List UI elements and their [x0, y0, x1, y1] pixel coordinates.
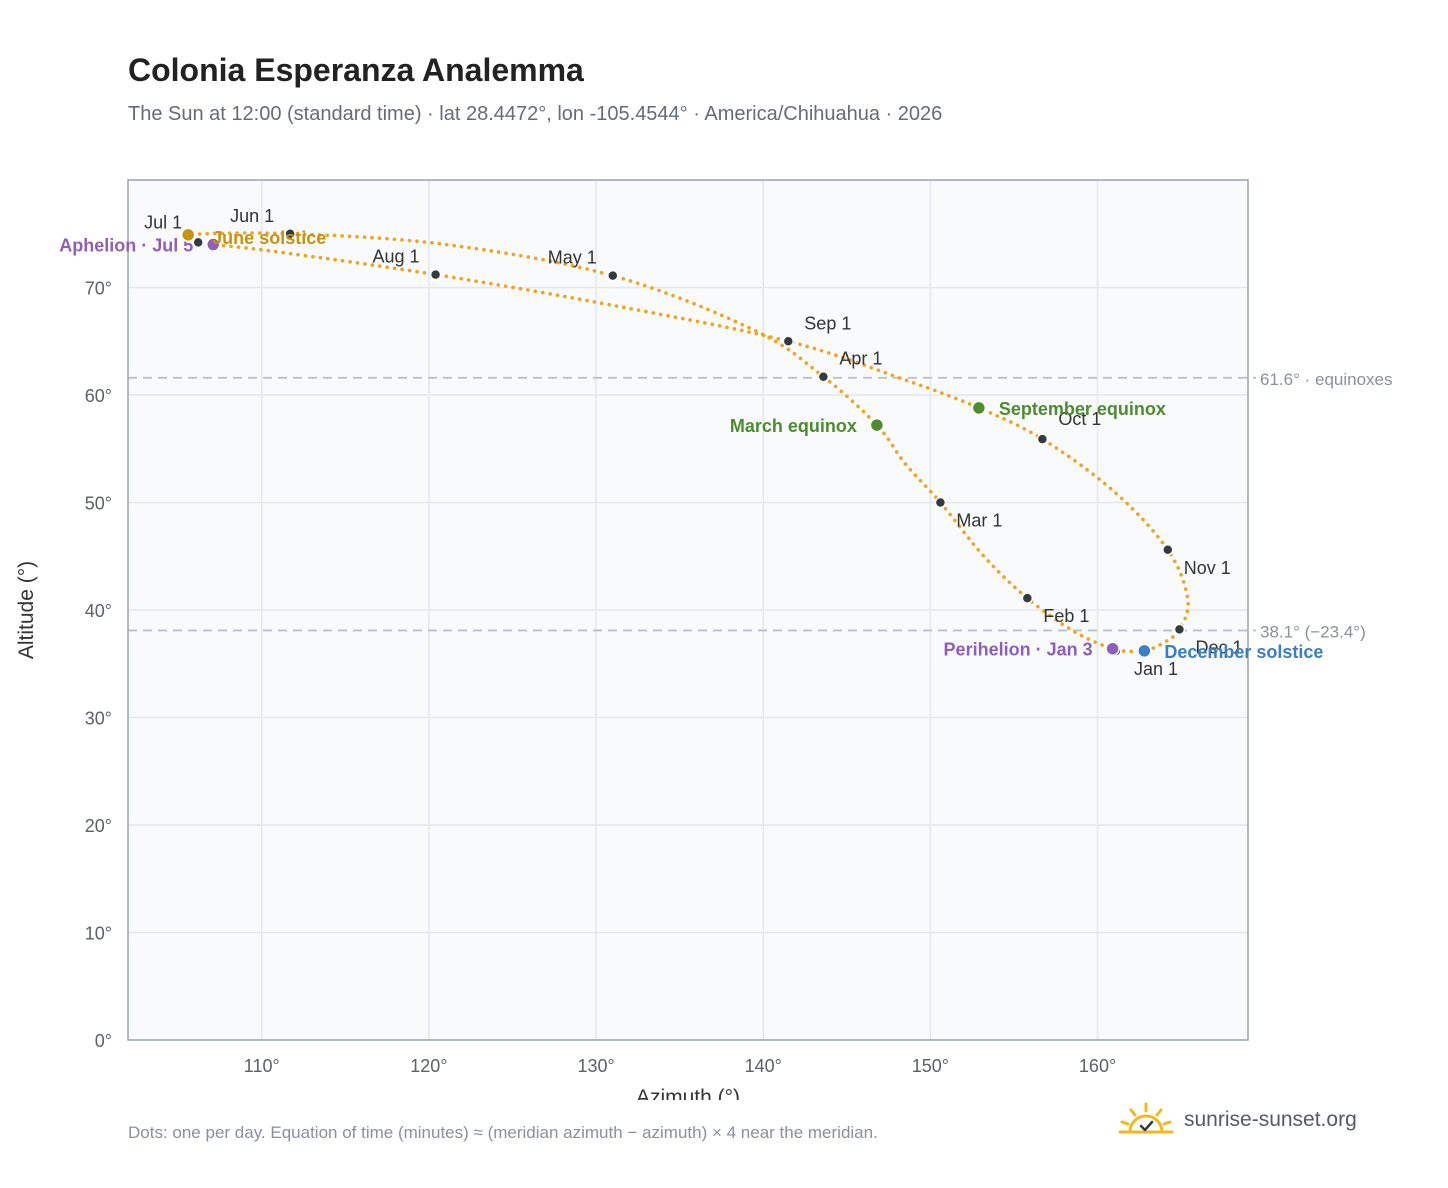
event-label: Perihelion · Jan 3: [944, 640, 1093, 660]
month-marker: [284, 228, 296, 240]
brand[interactable]: sunrise-sunset.org: [1118, 1102, 1357, 1138]
month-marker: [1173, 623, 1186, 636]
month-label: Jul 1: [144, 212, 182, 232]
y-tick-label: 40°: [85, 601, 112, 621]
sun-icon: [1118, 1102, 1174, 1134]
month-label: Jun 1: [230, 206, 274, 226]
month-label: May 1: [548, 248, 597, 268]
y-tick-label: 0°: [95, 1031, 112, 1051]
y-tick-label: 10°: [85, 924, 112, 944]
event-marker: [206, 237, 221, 252]
event-marker: [971, 400, 987, 416]
month-label: Mar 1: [956, 511, 1002, 531]
reference-line-label: 38.1° (−23.4°): [1260, 622, 1366, 641]
x-tick-label: 160°: [1079, 1056, 1116, 1076]
brand-name: sunrise-sunset.org: [1184, 1108, 1357, 1131]
event-marker: [1137, 643, 1152, 659]
event-marker: [1105, 641, 1120, 656]
event-label: March equinox: [730, 416, 857, 436]
plot-frame: [127, 179, 1249, 1041]
analemma-chart: 110° 120° 130° 140° 150° 160° 0° 10° 20° 30° 40° 50…: [15, 179, 1393, 1100]
event-label: Aphelion · Jul 5: [59, 236, 193, 256]
month-label: Jan 1: [1134, 659, 1178, 679]
month-marker: [934, 496, 947, 509]
chart-footnote: Dots: one per day. Equation of time (min…: [128, 1123, 878, 1142]
event-marker: [180, 227, 196, 243]
month-marker: [429, 268, 442, 281]
y-axis-label: Altitude (°): [15, 561, 38, 659]
x-axis-label: Azimuth (°): [636, 1086, 740, 1100]
chart-subtitle: The Sun at 12:00 (standard time) · lat 2…: [128, 103, 943, 125]
event-label: June solstice: [212, 228, 326, 248]
month-marker: [607, 269, 619, 282]
y-tick-label: 30°: [85, 709, 112, 729]
month-marker: [1162, 544, 1174, 556]
y-tick-label: 60°: [85, 386, 112, 406]
month-marker: [1036, 433, 1049, 445]
reference-line-label: 61.6° · equinoxes: [1260, 370, 1393, 389]
x-tick-label: 140°: [745, 1056, 782, 1076]
event-label: December solstice: [1164, 642, 1323, 662]
x-tick-label: 120°: [410, 1056, 447, 1076]
month-label: Feb 1: [1043, 606, 1089, 626]
x-tick-label: 150°: [912, 1056, 949, 1076]
month-marker: [817, 370, 830, 383]
event-marker: [869, 417, 885, 433]
month-label: Apr 1: [839, 349, 882, 369]
month-marker: [192, 236, 204, 249]
event-label: September equinox: [999, 399, 1166, 419]
y-tick-label: 50°: [85, 494, 112, 514]
month-label: Sep 1: [804, 313, 851, 333]
month-label: Aug 1: [373, 247, 420, 267]
y-tick-label: 70°: [85, 279, 112, 299]
month-label: Oct 1: [1058, 409, 1101, 429]
month-marker: [782, 335, 795, 347]
x-tick-label: 130°: [577, 1056, 614, 1076]
month-label: Dec 1: [1195, 637, 1242, 657]
x-tick-label: 110°: [244, 1056, 280, 1076]
chart-title: Colonia Esperanza Analemma: [128, 52, 584, 88]
month-label: Nov 1: [1184, 558, 1231, 578]
y-tick-label: 20°: [85, 816, 112, 836]
month-marker: [1021, 592, 1034, 604]
